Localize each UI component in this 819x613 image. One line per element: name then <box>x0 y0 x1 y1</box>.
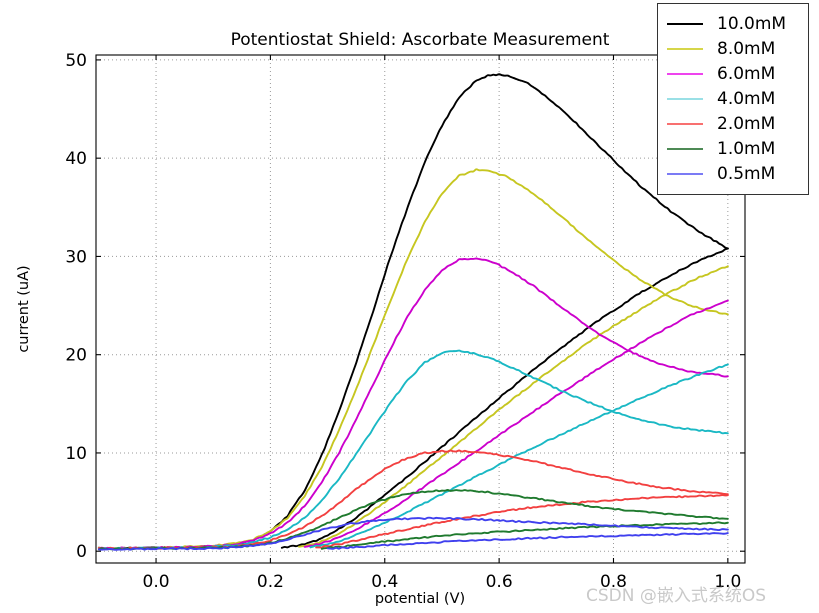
x-axis-label: potential (V) <box>375 591 465 607</box>
grid-lines <box>96 55 745 563</box>
legend-item[interactable]: 4.0mM <box>667 86 799 111</box>
legend-color-swatch <box>667 22 703 25</box>
legend-item-label: 6.0mM <box>717 63 776 84</box>
legend-color-swatch <box>667 72 703 75</box>
series-lines <box>97 73 729 551</box>
legend: 10.0mM 8.0mM 6.0mM 4.0mM 2.0mM 1.0mM 0.5mM <box>657 3 809 195</box>
series-line-0-5mM <box>326 532 729 550</box>
plot-background <box>96 55 745 563</box>
x-tick-label: 0.2 <box>257 572 284 592</box>
y-tick-label: 20 <box>65 346 87 366</box>
legend-item-label: 0.5mM <box>717 163 776 184</box>
legend-item-label: 1.0mM <box>717 138 776 159</box>
x-tick-label: 0.0 <box>143 572 170 592</box>
series-line-0-5mM <box>97 516 729 551</box>
x-tick-label: 0.8 <box>600 572 627 592</box>
legend-item[interactable]: 2.0mM <box>667 111 799 136</box>
y-tick-label: 10 <box>65 444 87 464</box>
axes-frame <box>95 54 746 564</box>
series-line-6-0mM <box>97 257 729 550</box>
legend-color-swatch <box>667 147 703 150</box>
series-line-1-0mM <box>320 521 729 550</box>
legend-color-swatch <box>667 172 703 175</box>
y-tick-label: 50 <box>65 51 87 71</box>
y-axis-label: current (uA) <box>16 265 32 352</box>
y-tick-label: 0 <box>76 542 87 562</box>
y-tick-label: 40 <box>65 149 87 169</box>
x-tick-label: 1.0 <box>714 572 741 592</box>
y-tick-label: 30 <box>65 247 87 267</box>
legend-item[interactable]: 10.0mM <box>667 11 799 36</box>
legend-color-swatch <box>667 122 703 125</box>
series-line-8-0mM <box>298 265 729 548</box>
legend-item-label: 10.0mM <box>717 13 787 34</box>
series-line-1-0mM <box>97 489 729 551</box>
series-line-6-0mM <box>303 299 729 548</box>
legend-item[interactable]: 8.0mM <box>667 36 799 61</box>
legend-item-label: 2.0mM <box>717 113 776 134</box>
legend-item[interactable]: 1.0mM <box>667 136 799 161</box>
legend-color-swatch <box>667 47 703 50</box>
series-line-2-0mM <box>315 494 729 549</box>
series-line-4-0mM <box>309 363 729 549</box>
legend-item-label: 8.0mM <box>717 38 776 59</box>
x-tick-label: 0.4 <box>371 572 398 592</box>
legend-item[interactable]: 0.5mM <box>667 161 799 186</box>
legend-color-swatch <box>667 97 703 100</box>
axis-ticks: 0.0 0.2 0.4 0.6 0.8 1.0 0 10 20 30 40 50 <box>65 51 745 592</box>
series-line-10-0mM <box>280 247 729 549</box>
chart-title: Potentiostat Shield: Ascorbate Measureme… <box>231 30 610 50</box>
legend-item-label: 4.0mM <box>717 88 776 109</box>
legend-item[interactable]: 6.0mM <box>667 61 799 86</box>
x-tick-label: 0.6 <box>486 572 513 592</box>
